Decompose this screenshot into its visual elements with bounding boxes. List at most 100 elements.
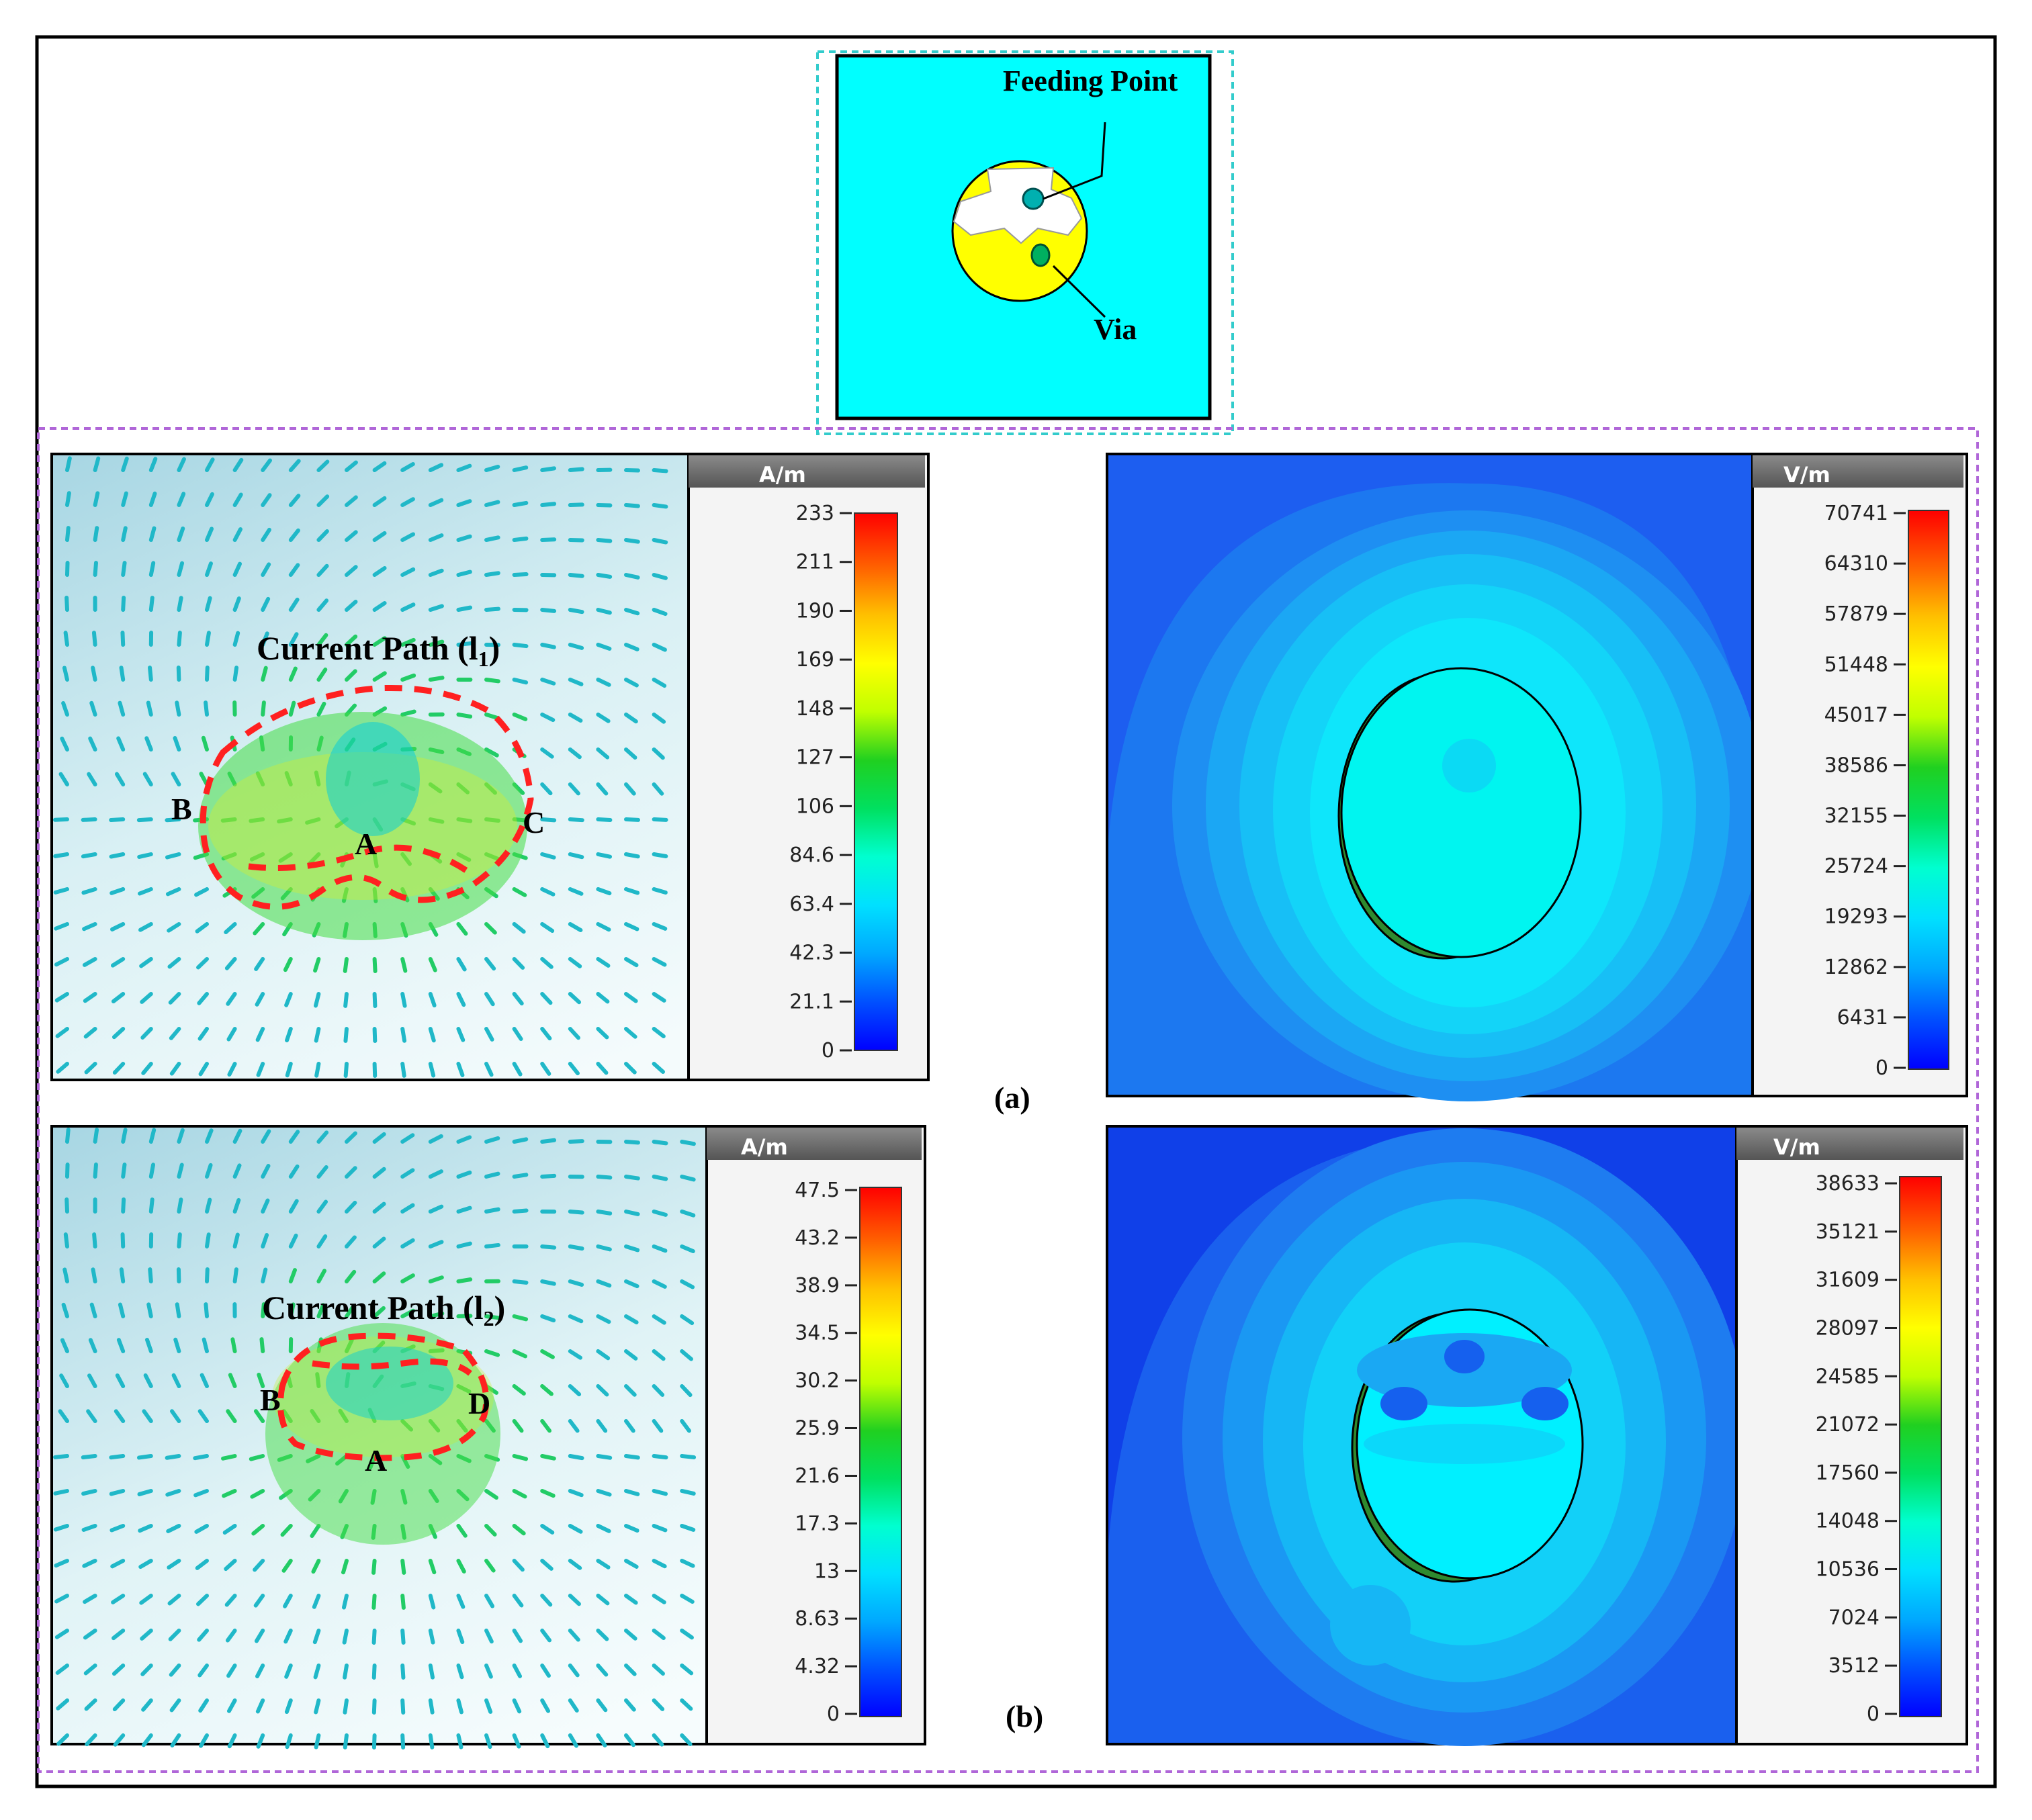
current-vector-arrow <box>254 957 265 971</box>
current-vector-arrow <box>428 676 445 682</box>
colorbar-b2 <box>1899 1176 1942 1717</box>
current-vector-arrow <box>568 992 582 1005</box>
current-vector-arrow <box>58 1409 69 1423</box>
current-vector-arrow <box>680 1140 696 1146</box>
current-vector-arrow <box>652 1454 668 1460</box>
current-vector-arrow <box>372 601 387 612</box>
current-vector-arrow <box>568 1244 584 1251</box>
tick-label: 43.2 <box>795 1226 840 1250</box>
current-vector-arrow <box>512 678 529 685</box>
current-vector-arrow <box>624 1349 638 1361</box>
current-vector-arrow <box>61 700 69 717</box>
current-vector-arrow <box>512 1629 523 1643</box>
current-vector-arrow <box>596 1419 608 1433</box>
current-vector-arrow <box>456 1241 472 1248</box>
current-vector-arrow <box>596 992 610 1004</box>
current-vector-arrow <box>177 1163 184 1179</box>
current-vector-arrow <box>316 1269 327 1283</box>
current-vector-arrow <box>288 1302 296 1318</box>
current-vector-arrow <box>261 596 271 612</box>
current-vector-arrow <box>121 1163 127 1179</box>
current-vector-arrow <box>484 1664 493 1679</box>
current-vector-arrow <box>540 1173 557 1179</box>
current-vector-arrow <box>596 1489 612 1497</box>
patch-slot <box>953 167 1083 244</box>
current-vector-arrow <box>316 1303 326 1318</box>
current-vector-arrow <box>456 463 472 472</box>
path-label-a: Current Path (l1) <box>257 629 500 671</box>
tick-label: 30.2 <box>795 1369 840 1393</box>
current-vector-arrow <box>512 922 526 934</box>
current-vector-arrow <box>568 747 582 760</box>
current-vector-arrow <box>169 1027 181 1040</box>
current-vector-arrow <box>285 1062 293 1078</box>
current-vector-arrow <box>261 1267 268 1283</box>
current-vector-arrow <box>146 1302 153 1318</box>
current-vector-arrow <box>680 1559 695 1568</box>
current-vector-arrow <box>484 1629 494 1644</box>
via-leader-line <box>1052 265 1106 318</box>
current-vector-arrow <box>624 1419 635 1433</box>
current-vector-arrow <box>568 502 584 507</box>
current-vector-arrow <box>65 491 71 507</box>
current-vector-arrow <box>288 459 301 472</box>
current-vector-arrow <box>400 497 415 507</box>
current-vector-arrow <box>400 567 416 577</box>
current-vector-arrow <box>568 1594 581 1606</box>
current-vector-arrow <box>197 1664 209 1678</box>
current-vector-arrow <box>345 565 358 577</box>
current-vector-arrow <box>540 1419 552 1433</box>
current-vector-arrow <box>148 491 157 507</box>
current-vector-arrow <box>484 1489 498 1500</box>
current-vector-arrow <box>200 1373 209 1388</box>
current-vector-arrow <box>512 1698 522 1714</box>
current-vector-arrow <box>540 502 557 507</box>
current-vector-arrow <box>148 1197 154 1214</box>
current-vector-arrow <box>93 561 98 577</box>
current-vector-arrow <box>168 992 181 1005</box>
current-vector-arrow <box>400 1273 415 1283</box>
current-vector-arrow <box>512 1489 527 1499</box>
current-vector-arrow <box>205 1128 214 1144</box>
current-vector-arrow <box>261 666 268 682</box>
current-vector-arrow <box>118 700 126 717</box>
current-vector-arrow <box>540 466 557 472</box>
current-vector-arrow <box>428 992 437 1008</box>
tick-label: 7024 <box>1828 1606 1880 1629</box>
colorbar-ticks: 7074164310578795144845017385863215525724… <box>1824 502 1906 1080</box>
current-vector-arrow <box>371 1733 377 1749</box>
current-vector-arrow <box>568 608 584 615</box>
current-vector-arrow <box>512 1419 524 1433</box>
current-vector-arrow <box>138 922 153 932</box>
current-vector-arrow <box>261 1232 269 1248</box>
current-vector-arrow <box>652 608 668 617</box>
current-vector-arrow <box>596 887 612 896</box>
current-vector-arrow <box>540 1244 557 1250</box>
current-vector-arrow <box>484 1242 500 1248</box>
current-vector-arrow <box>428 533 444 542</box>
current-vector-arrow <box>400 1238 415 1248</box>
current-vector-arrow <box>652 503 668 509</box>
current-vector-arrow <box>652 1140 668 1146</box>
current-vector-arrow <box>540 1062 551 1076</box>
tick-label: 0 <box>1867 1702 1880 1726</box>
current-vector-arrow <box>624 1733 635 1747</box>
current-vector-arrow <box>512 713 528 721</box>
current-vector-arrow <box>596 573 613 579</box>
current-vector-arrow <box>624 573 640 580</box>
current-vector-arrow <box>226 1664 237 1678</box>
current-vector-arrow <box>259 1337 265 1353</box>
current-vector-arrow <box>345 530 358 542</box>
tick-label: 6431 <box>1837 1006 1888 1030</box>
current-vector-arrow <box>81 817 97 822</box>
current-vector-arrow <box>596 1349 611 1361</box>
current-vector-arrow <box>138 1559 153 1569</box>
tick-label: 42.3 <box>789 942 834 965</box>
current-vector-arrow <box>652 1698 665 1711</box>
current-vector-arrow <box>165 817 181 823</box>
current-vector-arrow <box>205 596 212 612</box>
current-vector-arrow <box>540 922 555 934</box>
current-vector-arrow <box>283 957 293 972</box>
current-path-l1 <box>200 684 534 910</box>
current-vector-arrow <box>199 772 209 786</box>
